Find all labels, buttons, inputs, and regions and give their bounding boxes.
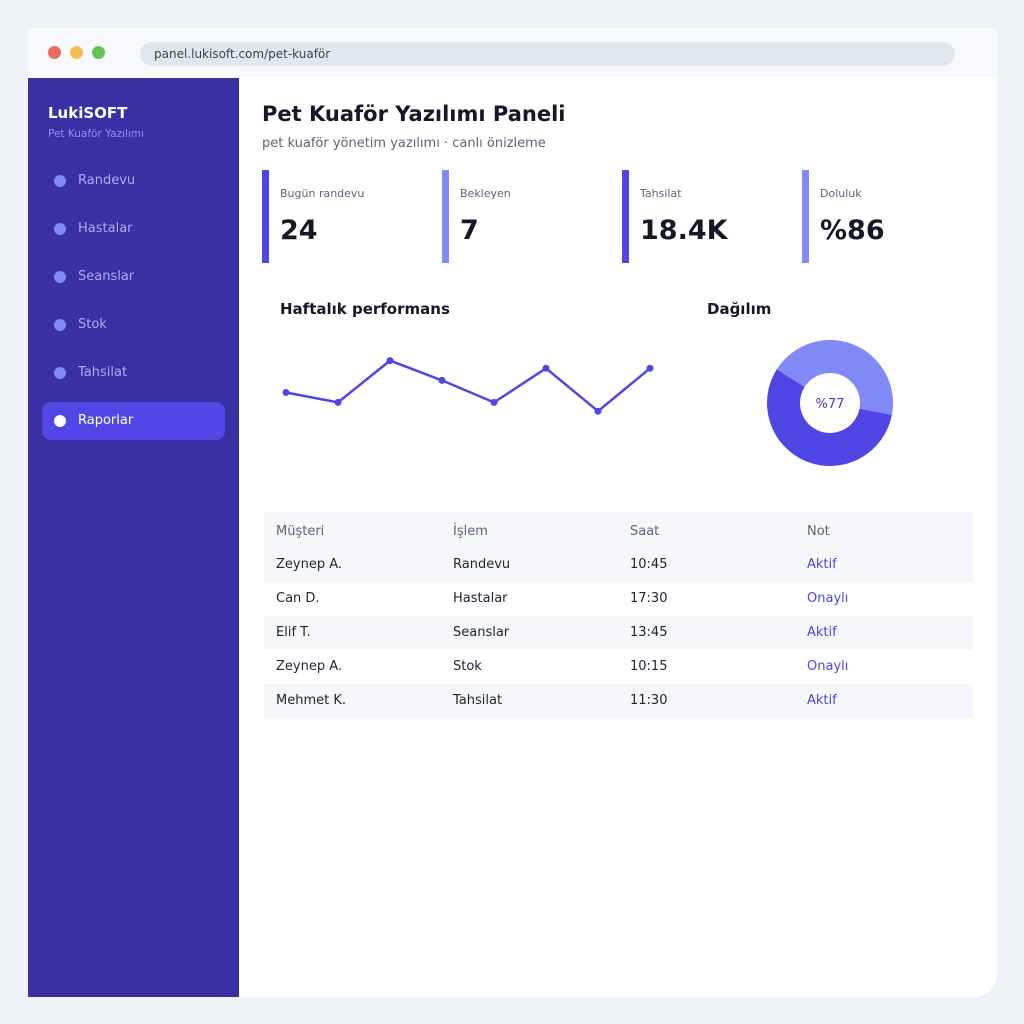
stat-card-collection: Tahsilat 18.4K <box>622 170 792 263</box>
performance-line <box>285 359 651 413</box>
cell-time: 13:45 <box>630 625 668 640</box>
brand-subtitle: Pet Kuaför Yazılımı <box>48 128 144 140</box>
column-header: Müşteri <box>276 524 325 539</box>
cell-time: 11:30 <box>630 693 668 708</box>
sidebar-item-raporlar[interactable]: Raporlar <box>42 402 225 440</box>
performance-point <box>490 398 498 406</box>
stat-card-appointments: Bugün randevu 24 <box>262 170 432 263</box>
performance-point <box>594 407 602 415</box>
nav-bullet-icon <box>54 319 66 331</box>
performance-point <box>438 376 446 384</box>
distribution-donut-chart: %77 <box>767 339 893 466</box>
stat-label: Bugün randevu <box>280 187 365 200</box>
stat-value: 18.4K <box>640 215 728 246</box>
cell-service: Tahsilat <box>453 693 503 708</box>
nav-bullet-icon <box>54 271 66 283</box>
cell-note: Aktif <box>807 693 837 708</box>
cell-note: Onaylı <box>807 591 849 606</box>
cell-customer: Zeynep A. <box>276 659 343 674</box>
appointments-table: Müşteri İşlem Saat Not Zeynep A. Randevu… <box>264 512 973 718</box>
maximize-window-button[interactable] <box>92 46 105 59</box>
browser-titlebar: panel.lukisoft.com/pet-kuaför <box>28 28 997 78</box>
stat-label: Tahsilat <box>640 187 682 200</box>
performance-point <box>282 389 290 396</box>
donut-segment <box>776 339 893 415</box>
nav-bullet-icon <box>54 223 66 235</box>
table-row[interactable]: Elif T. Seanslar 13:45 Aktif <box>264 616 973 650</box>
column-header: Saat <box>630 524 660 539</box>
sidebar-item-label: Seanslar <box>78 269 135 284</box>
cell-note: Aktif <box>807 625 837 640</box>
column-header: Not <box>807 524 830 539</box>
cell-customer: Mehmet K. <box>276 693 347 708</box>
sidebar-item-label: Hastalar <box>78 221 133 236</box>
table-row[interactable]: Mehmet K. Tahsilat 11:30 Aktif <box>264 684 973 718</box>
cell-time: 17:30 <box>630 591 668 606</box>
cell-customer: Zeynep A. <box>276 557 343 572</box>
address-bar[interactable]: panel.lukisoft.com/pet-kuaför <box>140 42 955 66</box>
stat-label: Bekleyen <box>460 187 511 200</box>
table-row[interactable]: Zeynep A. Stok 10:15 Onaylı <box>264 650 973 684</box>
performance-point <box>542 364 550 372</box>
cell-note: Aktif <box>807 557 837 572</box>
sidebar-item-stok[interactable]: Stok <box>42 306 225 344</box>
nav-bullet-icon <box>54 367 66 379</box>
column-header: İşlem <box>453 524 488 539</box>
performance-title: Haftalık performans <box>280 300 450 318</box>
stat-card-occupancy: Doluluk %86 <box>802 170 972 263</box>
sidebar-item-seanslar[interactable]: Seanslar <box>42 258 225 296</box>
sidebar-item-label: Stok <box>78 317 107 332</box>
close-window-button[interactable] <box>48 46 61 59</box>
sidebar-item-label: Tahsilat <box>78 365 128 380</box>
sidebar-item-label: Randevu <box>78 173 136 188</box>
performance-point <box>646 364 654 372</box>
cell-customer: Elif T. <box>276 625 311 640</box>
minimize-window-button[interactable] <box>70 46 83 59</box>
weekly-performance-chart <box>282 357 654 415</box>
distribution-title: Dağılım <box>707 300 772 318</box>
sidebar-item-label: Raporlar <box>78 413 134 428</box>
nav-bullet-icon <box>54 415 66 427</box>
page-subtitle: pet kuaför yönetim yazılımı · canlı öniz… <box>262 136 546 151</box>
browser-window: panel.lukisoft.com/pet-kuaför LukiSOFT P… <box>28 28 997 997</box>
cell-service: Stok <box>453 659 482 674</box>
cell-time: 10:45 <box>630 557 668 572</box>
stat-label: Doluluk <box>820 187 862 200</box>
brand-name: LukiSOFT <box>48 104 128 122</box>
nav-bullet-icon <box>54 175 66 187</box>
donut-center-label: %77 <box>816 397 845 412</box>
stat-value: 7 <box>460 215 479 246</box>
stat-value: %86 <box>820 215 885 246</box>
cell-note: Onaylı <box>807 659 849 674</box>
table-row[interactable]: Can D. Hastalar 17:30 Onaylı <box>264 582 973 616</box>
cell-service: Hastalar <box>453 591 508 606</box>
cell-service: Randevu <box>453 557 511 572</box>
cell-service: Seanslar <box>453 625 510 640</box>
sidebar: LukiSOFT Pet Kuaför Yazılımı Randevu Has… <box>28 78 239 997</box>
stat-card-pending: Bekleyen 7 <box>442 170 612 263</box>
sidebar-item-randevu[interactable]: Randevu <box>42 162 225 200</box>
page-title: Pet Kuaför Yazılımı Paneli <box>262 102 566 126</box>
table-row[interactable]: Zeynep A. Randevu 10:45 Aktif <box>264 548 973 582</box>
cell-customer: Can D. <box>276 591 320 606</box>
table-header: Müşteri İşlem Saat Not <box>264 512 973 548</box>
donut-segment <box>767 369 892 466</box>
sidebar-item-hastalar[interactable]: Hastalar <box>42 210 225 248</box>
sidebar-item-tahsilat[interactable]: Tahsilat <box>42 354 225 392</box>
performance-point <box>386 357 394 365</box>
cell-time: 10:15 <box>630 659 668 674</box>
performance-point <box>334 398 342 406</box>
stat-value: 24 <box>280 215 318 246</box>
